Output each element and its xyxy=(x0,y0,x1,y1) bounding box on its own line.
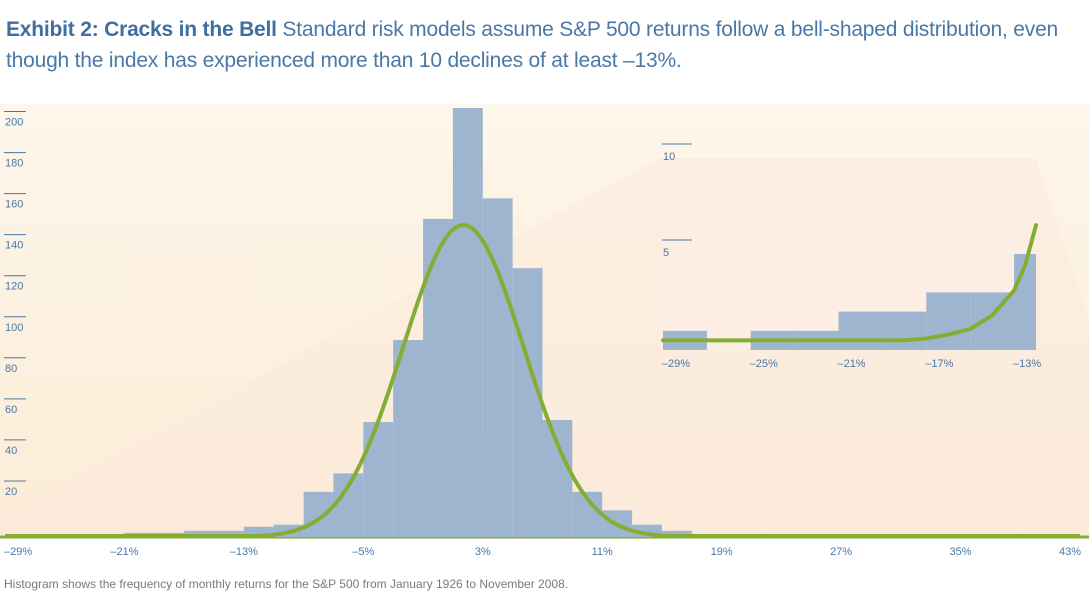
histogram-bar xyxy=(423,218,453,537)
y-tick-label: 120 xyxy=(5,281,23,293)
inset-x-tick-label: –21% xyxy=(837,358,865,370)
histogram-bar xyxy=(184,530,215,537)
y-tick-label: 160 xyxy=(5,199,23,211)
exhibit-title: Exhibit 2: Cracks in the Bell xyxy=(6,18,277,41)
histogram-bar xyxy=(452,108,483,538)
exhibit-description: Standard risk models assume S&P 500 retu… xyxy=(6,18,1059,72)
inset-x-tick-label: –25% xyxy=(750,358,778,370)
histogram-bar xyxy=(363,422,394,537)
inset-histogram-bar xyxy=(926,292,971,350)
x-tick-label: –13% xyxy=(230,546,258,558)
x-tick-label: 19% xyxy=(711,546,733,558)
x-tick-label: 43% xyxy=(1059,546,1081,558)
histogram-bar xyxy=(661,530,692,537)
y-tick-label: 40 xyxy=(5,445,17,457)
main-curve-group xyxy=(5,223,1080,538)
inset-x-tick-label: –29% xyxy=(662,358,690,370)
histogram-bar xyxy=(482,198,513,538)
inset-y-tick-label: 5 xyxy=(663,247,669,259)
y-tick-label: 140 xyxy=(5,240,23,252)
inset-curve-group xyxy=(661,223,1038,343)
x-tick-label: 3% xyxy=(475,546,491,558)
inset-histogram-bar xyxy=(882,311,927,350)
inset-x-axis-ticks: –29% –25% –21% –17% –13% xyxy=(662,358,1041,370)
x-tick-label: 11% xyxy=(592,546,613,558)
histogram-bar xyxy=(393,339,424,537)
y-tick-label: 60 xyxy=(5,404,17,416)
inset-y-axis-ticks: 5 10 xyxy=(662,143,692,259)
inset-tail-curve xyxy=(661,223,1038,343)
x-axis-ticks: –29% –21% –13% –5% 3% 11% 19% 27% 35% 43% xyxy=(4,546,1081,558)
x-tick-label: –5% xyxy=(352,546,374,558)
x-tick-label: –21% xyxy=(110,546,138,558)
x-tick-label: 27% xyxy=(830,546,852,558)
x-tick-label: –29% xyxy=(4,546,32,558)
chart-header: Exhibit 2: Cracks in the Bell Standard r… xyxy=(6,14,1081,76)
y-tick-label: 200 xyxy=(5,117,23,129)
normal-distribution-curve xyxy=(5,223,1080,538)
x-tick-label: 35% xyxy=(950,546,972,558)
footnote: Histogram shows the frequency of monthly… xyxy=(4,577,569,591)
histogram-bar xyxy=(214,530,244,537)
inset-histogram-bar xyxy=(970,292,1015,350)
y-tick-label: 180 xyxy=(5,158,23,170)
inset-x-tick-label: –13% xyxy=(1013,358,1041,370)
y-tick-label: 80 xyxy=(5,363,17,375)
inset-histogram-bar xyxy=(838,311,883,350)
inset-x-tick-label: –17% xyxy=(925,358,953,370)
y-tick-label: 100 xyxy=(5,322,23,334)
histogram-bar xyxy=(542,420,573,537)
histogram-bar xyxy=(243,526,274,537)
histogram-bar xyxy=(303,491,334,537)
y-axis-ticks: 20 40 60 80 100 120 140 160 180 200 xyxy=(4,111,26,498)
main-bars-group xyxy=(5,108,1051,538)
inset-y-tick-label: 10 xyxy=(663,151,675,163)
y-tick-label: 20 xyxy=(5,486,17,498)
histogram-bar xyxy=(512,268,543,537)
inset-bars-group xyxy=(663,254,1036,350)
